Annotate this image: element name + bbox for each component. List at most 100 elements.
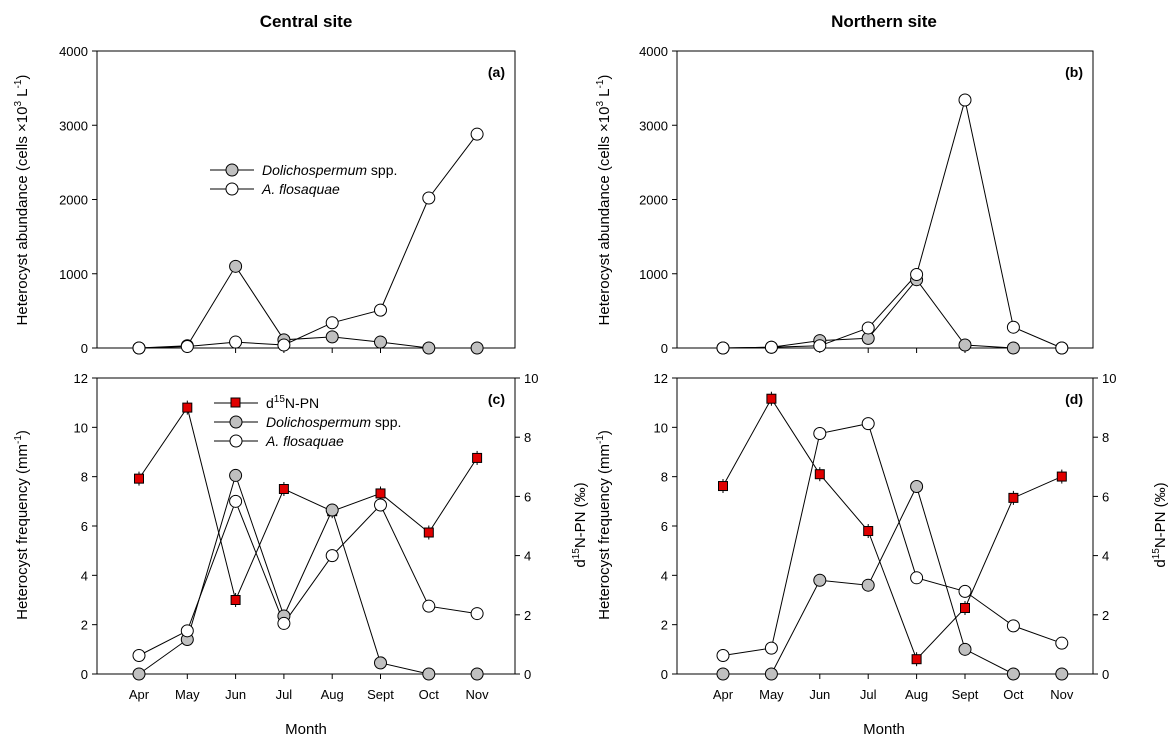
y-tick-label-a-0: 0 [81, 341, 88, 356]
y-tick-label-a-4: 4000 [59, 44, 88, 59]
y-tick-label-c-1: 2 [81, 618, 88, 633]
point-c-2-5 [374, 498, 387, 512]
x-tick-label-d-3: Jul [860, 687, 877, 702]
point-a-1-7 [470, 127, 484, 141]
point-c-2-6 [422, 599, 436, 613]
series-line-c-1 [138, 473, 478, 675]
point-c-2-2 [229, 494, 243, 508]
y-tick-label-a-2: 2000 [59, 193, 88, 208]
y-tick-label-d-0: 0 [661, 667, 668, 682]
series-line-b-1 [722, 99, 1062, 349]
y-tick-label-b-3: 3000 [639, 118, 668, 133]
y2-tick-label-d-1: 2 [1102, 608, 1109, 623]
point-d-1-2 [813, 573, 827, 587]
series-line-d-1 [723, 485, 1062, 675]
point-a-1-4 [325, 316, 339, 330]
y-tick-label-c-2: 4 [81, 568, 88, 583]
point-c-0-1 [182, 402, 193, 413]
point-a-1-1 [180, 340, 194, 354]
panel-a: 0 1000 2000 3000 4000 (a) [59, 44, 516, 356]
point-c-2-4 [325, 549, 339, 563]
legend-c-d15n-label: d15N-PN [266, 394, 319, 411]
y-tick-label-d-1: 2 [661, 618, 668, 633]
point-d-2-5 [958, 584, 972, 598]
y-tick-label-b-2: 2000 [639, 193, 668, 208]
x-axis-title-right: Month [863, 721, 905, 738]
point-d-0-1 [766, 393, 777, 404]
y2-axis-title-d15n-right: d15N-PN (‰) [1151, 482, 1169, 567]
point-c-1-2 [229, 468, 243, 482]
y-tick-label-a-1: 1000 [59, 267, 88, 282]
y2-tick-label-d-2: 4 [1102, 549, 1109, 564]
panel-b: 0 1000 2000 3000 4000 (b) [639, 44, 1094, 356]
series-line-d-2 [722, 423, 1062, 656]
point-c-0-2 [230, 595, 241, 605]
y2-tick-label-d-0: 0 [1102, 667, 1109, 682]
y-tick-label-d-3: 6 [661, 519, 668, 534]
point-c-2-1 [180, 624, 194, 638]
panel-label-a: (a) [488, 64, 505, 80]
y-axis-title-frequency-right: Heterocyst frequency (mm-1) [595, 430, 613, 620]
point-d-2-3 [861, 417, 875, 431]
y2-axis-title-d15n-left: d15N-PN (‰) [571, 482, 589, 567]
y-tick-label-d-4: 8 [661, 470, 668, 485]
point-a-0-4 [325, 330, 339, 344]
point-d-1-5 [958, 642, 972, 656]
x-tick-label-d-5: Sept [952, 687, 979, 702]
x-tick-label-c-5: Sept [367, 687, 394, 702]
y2-tick-label-c-3: 6 [524, 489, 531, 504]
point-d-0-0 [718, 481, 728, 492]
x-tick-label-c-7: Nov [466, 687, 490, 702]
y-tick-label-a-3: 3000 [59, 118, 88, 133]
point-d-1-0 [716, 667, 730, 681]
x-tick-label-c-3: Jul [276, 687, 293, 702]
y-axis-title-abundance-right: Heterocyst abundance (cells ×103 L-1) [595, 75, 613, 326]
point-b-1-4 [910, 267, 924, 281]
point-c-1-7 [470, 667, 484, 681]
point-c-2-3 [277, 616, 291, 630]
point-c-1-6 [422, 667, 436, 681]
point-d-1-3 [861, 578, 875, 592]
point-d-2-0 [716, 649, 730, 662]
series-line-c-0 [138, 406, 478, 602]
x-tick-label-c-4: Aug [321, 687, 344, 702]
point-d-2-7 [1055, 636, 1069, 650]
x-tick-label-d-6: Oct [1003, 687, 1024, 702]
panel-label-d: (d) [1065, 391, 1083, 407]
x-tick-label-c-1: May [175, 687, 200, 702]
y2-tick-label-c-0: 0 [524, 667, 531, 682]
point-b-0-5 [958, 338, 972, 352]
legend-c-d15n-marker [230, 397, 241, 408]
y-tick-label-c-4: 8 [81, 470, 88, 485]
y-tick-label-d-6: 12 [654, 371, 668, 386]
point-a-1-3 [277, 338, 291, 352]
point-a-0-6 [422, 341, 436, 355]
point-d-2-1 [764, 641, 778, 655]
point-d-2-6 [1006, 619, 1020, 633]
point-b-1-6 [1006, 320, 1020, 334]
point-d-0-2 [814, 469, 825, 480]
central-site-title: Central site [260, 12, 353, 31]
y-tick-label-c-5: 10 [74, 420, 88, 435]
point-b-1-0 [716, 341, 730, 355]
y-tick-label-c-6: 12 [74, 371, 88, 386]
legend-a-dolicho-label: Dolichospermum spp. [262, 162, 397, 178]
point-d-2-4 [910, 571, 924, 585]
y-tick-label-d-2: 4 [661, 568, 668, 583]
point-d-2-2 [813, 427, 827, 440]
legend-c-dolicho-marker [229, 415, 243, 429]
y2-tick-label-d-3: 6 [1102, 489, 1109, 504]
point-c-0-0 [134, 473, 144, 484]
point-a-1-6 [422, 191, 436, 205]
series-line-a-1 [138, 133, 478, 349]
y2-tick-label-c-5: 10 [524, 371, 538, 386]
panel-label-b: (b) [1065, 64, 1083, 80]
point-b-1-5 [958, 93, 972, 107]
point-d-1-1 [764, 667, 778, 681]
point-a-0-7 [470, 341, 484, 355]
point-a-0-5 [374, 335, 387, 349]
legend-panel-c: d15N-PN Dolichospermum spp. A. flosaquae [214, 394, 401, 449]
y2-tick-label-c-2: 4 [524, 549, 531, 564]
x-tick-label-d-4: Aug [905, 687, 928, 702]
